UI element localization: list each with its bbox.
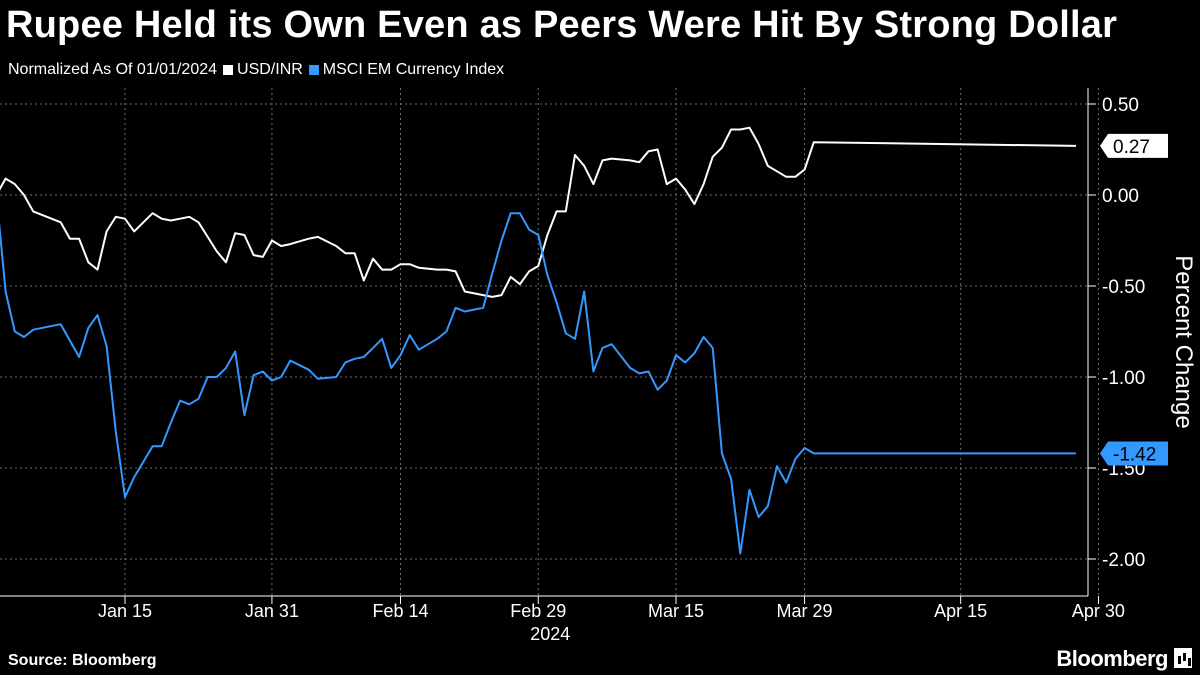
end-label-msci-em-box (1100, 441, 1168, 466)
x-year-label: 2024 (530, 624, 570, 644)
y-axis-title: Percent Change (1170, 255, 1197, 428)
x-tick-label: Feb 29 (510, 601, 566, 621)
chart-subtitle: Normalized As Of 01/01/2024 (8, 61, 218, 78)
series-line-msci-em (0, 212, 1076, 555)
legend-swatch-msci-em (308, 65, 319, 75)
x-tick-label: Jan 15 (98, 601, 152, 621)
y-tick-label: -1.50 (1102, 459, 1145, 480)
series-line-usd-inr (0, 126, 1077, 298)
x-tick-label: Mar 15 (648, 601, 704, 621)
legend-item-usd-inr: USD/INR (223, 61, 303, 79)
legend-item-msci-em: MSCI EM Currency Index (308, 61, 505, 79)
end-label-msci-em: -1.42 (1113, 444, 1156, 465)
brand-logo-text: Bloomberg (1056, 646, 1168, 671)
y-tick-label: 0.00 (1102, 186, 1139, 207)
legend-label-msci-em: MSCI EM Currency Index (322, 61, 505, 78)
source-note: Source: Bloomberg (8, 652, 157, 669)
y-tick-label: -2.00 (1102, 550, 1145, 571)
x-tick-label: Apr 30 (1072, 601, 1125, 621)
y-tick-label: -1.00 (1102, 368, 1145, 389)
legend-row: Normalized As Of 01/01/2024 USD/INR MSCI… (8, 61, 504, 79)
y-tick-label: 0.50 (1102, 95, 1139, 116)
legend-swatch-usd-inr (223, 65, 234, 75)
y-tick-label: -0.50 (1102, 277, 1145, 298)
x-tick-label: Jan 31 (245, 601, 299, 621)
x-tick-label: Feb 14 (372, 601, 428, 621)
chart-title: Rupee Held its Own Even as Peers Were Hi… (6, 4, 1118, 46)
x-tick-label: Apr 15 (934, 601, 987, 621)
legend-label-usd-inr: USD/INR (237, 61, 303, 78)
end-label-usd-inr: 0.27 (1113, 137, 1150, 158)
bloomberg-terminal-icon (1174, 648, 1192, 668)
end-label-usd-inr-box (1100, 133, 1168, 158)
x-tick-label: Mar 29 (777, 601, 833, 621)
